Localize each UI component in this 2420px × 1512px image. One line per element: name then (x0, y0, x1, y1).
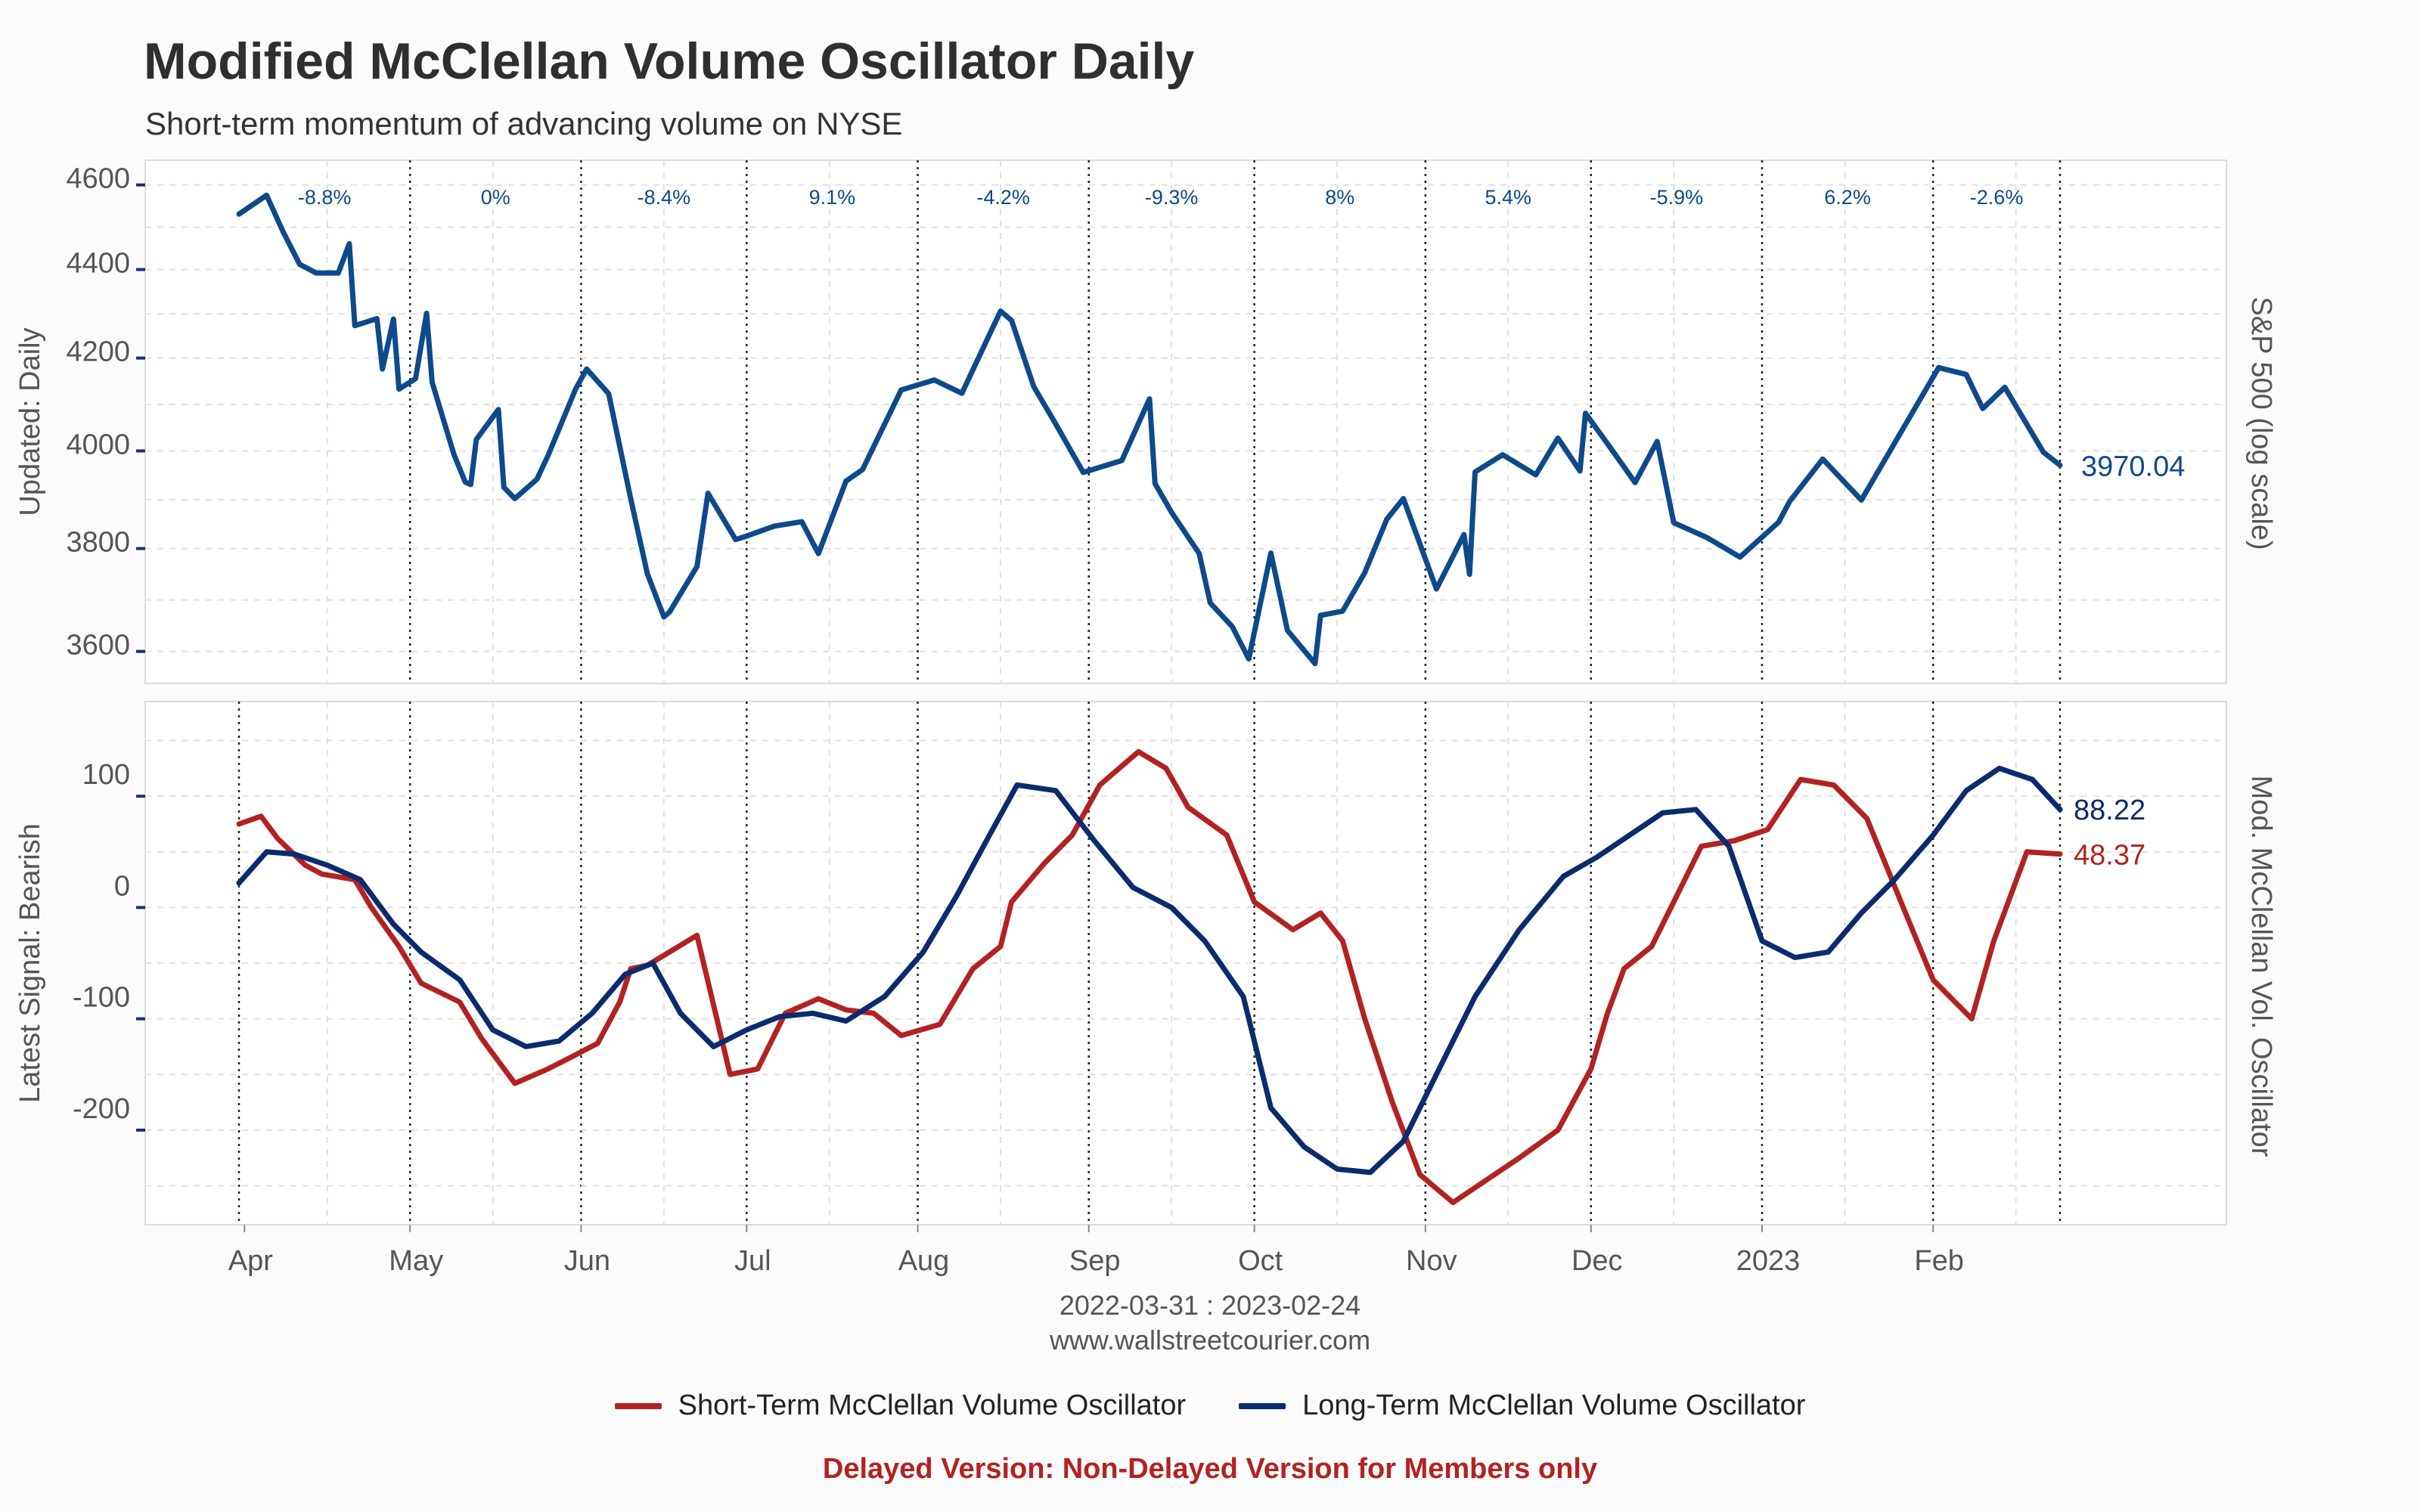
monthly-change-label: 5.4% (1485, 186, 1532, 209)
legend: Short-Term McClellan Volume Oscillator L… (0, 1390, 2420, 1422)
x-tick-label: Feb (1914, 1245, 1963, 1277)
monthly-change-label: -8.8% (298, 186, 352, 209)
x-tick-label: Jun (564, 1245, 610, 1277)
x-tick-label: Aug (898, 1245, 950, 1277)
x-tick-label: Oct (1238, 1245, 1283, 1277)
website-label: www.wallstreetcourier.com (1049, 1325, 1371, 1356)
y-tick-label: -200 (73, 1093, 130, 1125)
y-tick-label: 0 (114, 870, 130, 902)
monthly-change-label: 9.1% (809, 186, 856, 209)
x-tick-label: Apr (228, 1245, 273, 1277)
y-tick-label: -100 (73, 982, 130, 1014)
legend-key-long-term (1239, 1402, 1286, 1409)
short-term-last-value: 48.37 (2074, 840, 2145, 872)
legend-label-short-term: Short-Term McClellan Volume Oscillator (678, 1390, 1187, 1421)
date-range: 2022-03-31 : 2023-02-24 (1059, 1290, 1361, 1321)
x-tick-label: Dec (1571, 1245, 1623, 1277)
legend-label-long-term: Long-Term McClellan Volume Oscillator (1302, 1390, 1806, 1421)
x-tick-label: Jul (734, 1245, 771, 1277)
legend-item-short-term: Short-Term McClellan Volume Oscillator (614, 1390, 1187, 1422)
y-axis-label-right-top: S&P 500 (log scale) (2245, 296, 2277, 550)
monthly-change-label: 6.2% (1824, 186, 1871, 209)
x-tick-label: Sep (1069, 1245, 1121, 1277)
y-tick-label: 4200 (66, 336, 130, 368)
x-tick-label: 2023 (1736, 1245, 1801, 1277)
monthly-change-label: -8.4% (638, 186, 691, 209)
monthly-change-label: -2.6% (1970, 186, 2024, 209)
sp500-line (236, 192, 2063, 667)
y-tick-label: 4600 (66, 163, 130, 195)
chart-title: Modified McClellan Volume Oscillator Dai… (144, 33, 1195, 90)
y-axis-label-left-top: Updated: Daily (14, 327, 46, 516)
chart-subtitle: Short-term momentum of advancing volume … (145, 106, 903, 141)
monthly-change-label: 8% (1325, 186, 1354, 209)
x-tick-label: Nov (1406, 1245, 1457, 1277)
monthly-change-label: -4.2% (976, 186, 1030, 209)
footer-note: Delayed Version: Non-Delayed Version for… (822, 1453, 1598, 1485)
y-axis-label-left-bottom: Latest Signal: Bearish (14, 823, 46, 1103)
y-axis-label-right-bottom: Mod. McClellan Vol. Oscillator (2245, 776, 2277, 1157)
legend-key-short-term (614, 1402, 662, 1409)
y-tick-label: 3600 (66, 630, 130, 662)
y-tick-label: 100 (82, 759, 130, 791)
short-term-oscillator-line (236, 748, 2063, 1206)
long-term-last-value: 88.22 (2074, 795, 2145, 826)
y-tick-label: 4000 (66, 429, 130, 460)
monthly-change-label: 0% (481, 186, 510, 209)
monthly-change-label: -9.3% (1145, 186, 1199, 209)
legend-item-long-term: Long-Term McClellan Volume Oscillator (1239, 1390, 1805, 1422)
sp500-last-value: 3970.04 (2081, 451, 2185, 482)
x-tick-label: May (389, 1245, 443, 1277)
panel-1 (144, 160, 2227, 684)
monthly-change-label: -5.9% (1650, 186, 1704, 209)
y-tick-label: 3800 (66, 527, 130, 559)
y-tick-label: 4400 (66, 248, 130, 280)
long-term-oscillator-line (236, 765, 2063, 1176)
